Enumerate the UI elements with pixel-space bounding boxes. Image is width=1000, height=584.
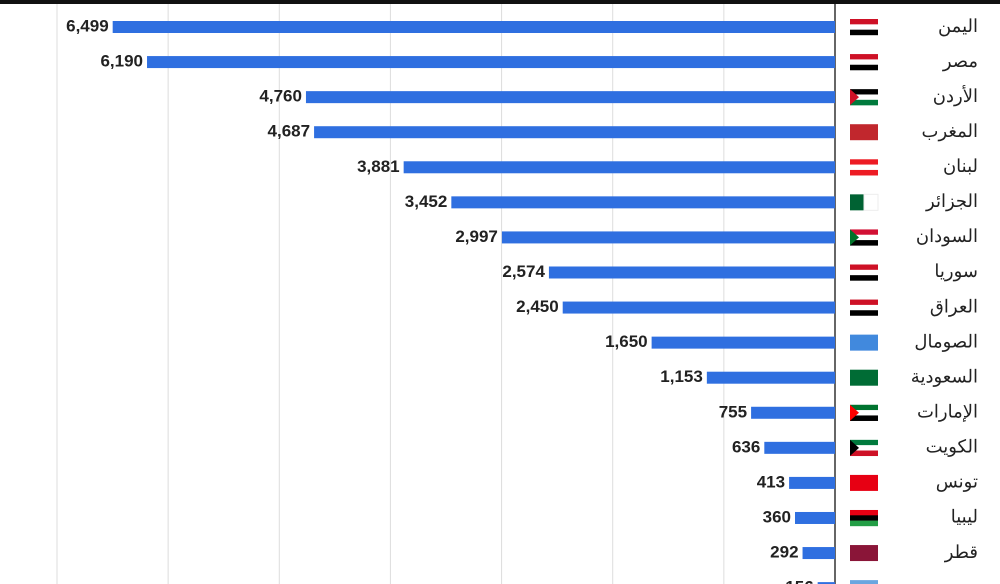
category-label: قطر [944, 542, 978, 563]
bar [751, 406, 835, 419]
category-label: العراق [930, 296, 978, 317]
bar [548, 266, 835, 279]
value-label: 2,574 [502, 262, 545, 281]
value-label: 156 [785, 578, 813, 584]
flag [850, 439, 878, 446]
bar [764, 441, 835, 454]
flag [850, 404, 878, 411]
bar [314, 126, 835, 139]
flag [850, 474, 878, 491]
flag [850, 450, 878, 457]
value-label: 1,153 [660, 367, 703, 386]
value-label: 4,687 [268, 122, 311, 141]
flag [850, 194, 864, 211]
flag [850, 520, 878, 527]
value-label: 2,997 [455, 227, 498, 246]
flag [850, 94, 878, 101]
value-label: 6,190 [100, 52, 143, 71]
flag [850, 59, 878, 65]
flag [850, 24, 878, 30]
category-label: اليمن [938, 16, 978, 37]
flag [850, 580, 878, 584]
flag [850, 240, 878, 246]
flag [850, 64, 878, 71]
category-label: الصومال [914, 331, 978, 352]
category-label: الكويت [926, 437, 978, 458]
flag [850, 275, 878, 281]
flag [850, 415, 878, 421]
flag [850, 164, 878, 171]
value-label: 4,760 [259, 87, 302, 106]
bar [305, 91, 836, 104]
value-label: 413 [757, 472, 785, 491]
flag [850, 299, 878, 306]
category-label: مصر [942, 51, 978, 72]
bar [112, 21, 836, 33]
bar [562, 301, 835, 314]
flag [850, 124, 878, 141]
bar [789, 476, 835, 489]
flag [850, 439, 859, 456]
flag [850, 410, 878, 416]
bar [451, 196, 835, 209]
flag [850, 99, 878, 106]
category-label: السودان [916, 226, 978, 247]
flag [863, 193, 879, 211]
value-label: 6,499 [66, 16, 109, 35]
flag [850, 404, 859, 421]
category-label: سوريا [934, 261, 978, 282]
flag [850, 89, 859, 106]
bar [802, 547, 835, 560]
bar [817, 582, 835, 584]
flag [850, 369, 878, 386]
category-label: السعودية [911, 366, 978, 387]
flag [850, 229, 859, 246]
value-label: 3,881 [357, 157, 400, 176]
value-label: 755 [719, 402, 747, 421]
category-label: الأردن [933, 84, 978, 107]
category-label: لبنان [943, 156, 978, 176]
category-label: تونس [936, 472, 978, 493]
value-label: 2,450 [516, 297, 559, 316]
bar [147, 56, 836, 69]
bar [403, 161, 835, 174]
bar [501, 231, 835, 244]
flag [850, 264, 878, 271]
flag [850, 334, 878, 351]
flag [850, 269, 878, 276]
flag [850, 169, 878, 176]
top-bar [0, 0, 1000, 4]
flag [850, 310, 878, 316]
flag [850, 54, 878, 60]
value-label: 3,452 [405, 192, 448, 211]
category-label: الإمارات [917, 402, 978, 423]
flag [850, 509, 878, 516]
category-label: المغرب [922, 121, 978, 142]
bar [706, 371, 835, 384]
bar [794, 511, 835, 524]
flag [850, 159, 878, 165]
bar [651, 336, 835, 349]
flag [850, 304, 878, 311]
category-label: ليبيا [951, 507, 978, 527]
value-label: 1,650 [605, 332, 648, 351]
flag [850, 545, 878, 562]
value-label: 636 [732, 437, 760, 456]
flag [850, 445, 878, 451]
flag [850, 234, 878, 241]
flag [850, 229, 878, 235]
flag [850, 89, 878, 95]
value-label: 292 [770, 543, 798, 562]
value-label: 360 [763, 507, 791, 526]
flag [850, 29, 878, 36]
flag [850, 515, 878, 521]
category-label: الجزائر [925, 191, 978, 212]
flag [850, 19, 878, 25]
